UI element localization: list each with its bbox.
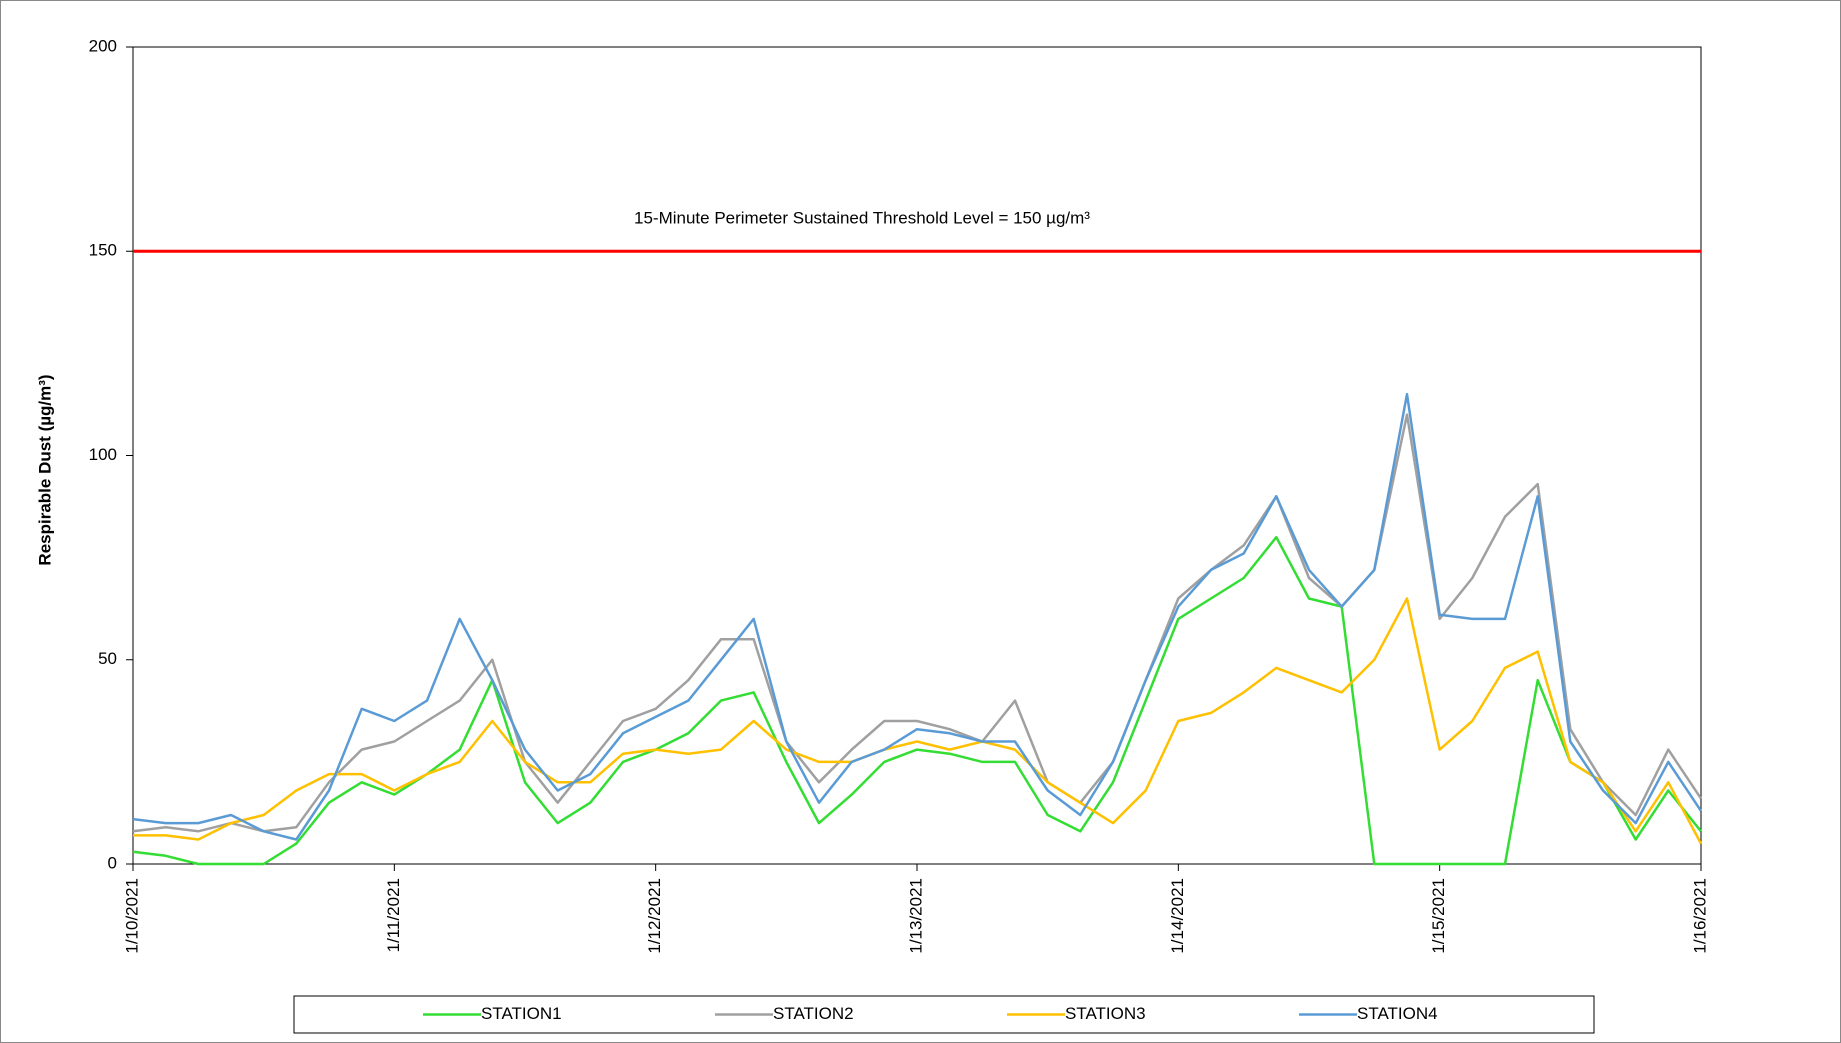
x-tick-label: 1/14/2021	[1168, 878, 1187, 954]
legend-label: STATION4	[1357, 1004, 1438, 1023]
legend-label: STATION2	[773, 1004, 854, 1023]
threshold-label: 15-Minute Perimeter Sustained Threshold …	[634, 209, 1090, 228]
legend-label: STATION1	[481, 1004, 562, 1023]
y-tick-label: 100	[89, 445, 117, 464]
x-tick-label: 1/12/2021	[645, 878, 664, 954]
y-tick-label: 150	[89, 241, 117, 260]
y-tick-label: 0	[108, 853, 117, 872]
y-tick-label: 50	[98, 649, 117, 668]
x-tick-label: 1/16/2021	[1690, 878, 1709, 954]
x-tick-label: 1/11/2021	[384, 878, 403, 952]
y-tick-label: 200	[89, 36, 117, 55]
legend-label: STATION3	[1065, 1004, 1146, 1023]
series-line	[133, 597, 1703, 845]
y-axis-label: Respirable Dust (µg/m³)	[35, 374, 54, 565]
series-line	[132, 535, 1702, 866]
x-tick-label: 1/15/2021	[1429, 878, 1448, 954]
x-tick-label: 1/13/2021	[906, 878, 925, 954]
series-line	[132, 392, 1703, 841]
x-tick-label: 1/10/2021	[122, 878, 141, 954]
series-line	[132, 413, 1703, 833]
legend-box	[293, 995, 1595, 1034]
